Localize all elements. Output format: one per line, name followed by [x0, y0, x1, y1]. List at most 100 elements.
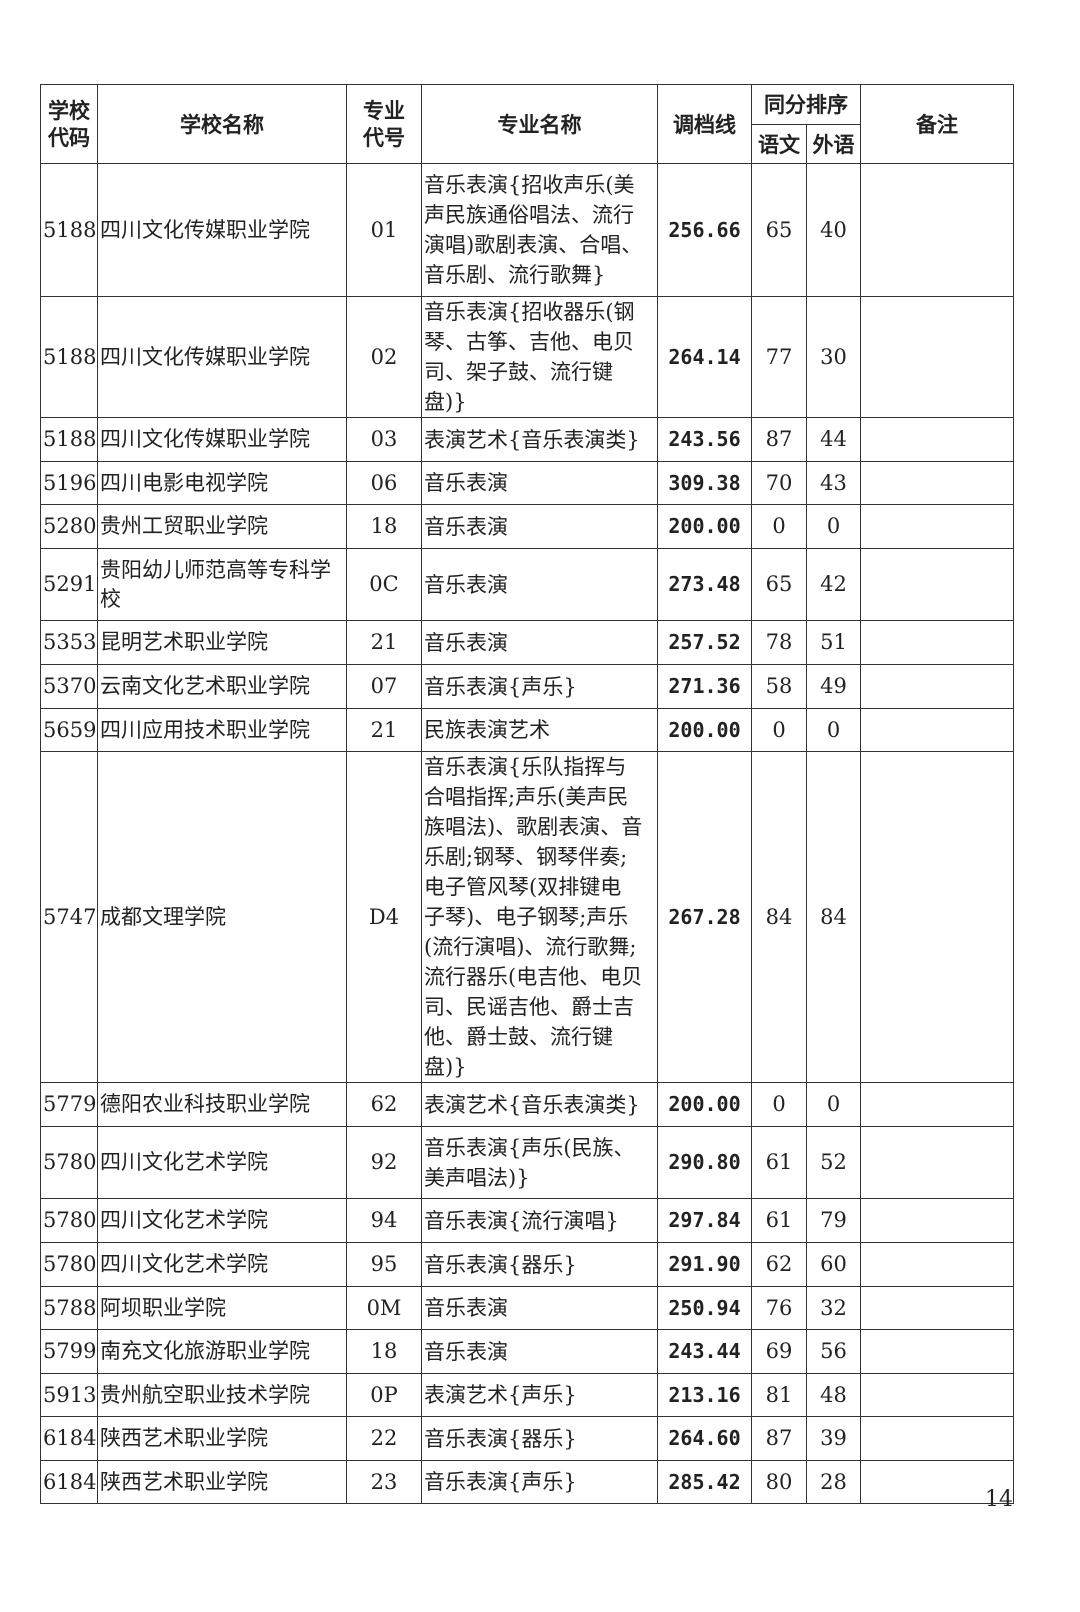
- major-code-cell: 06: [346, 461, 422, 505]
- table-row: 5188 四川文化传媒职业学院 03 表演艺术{音乐表演类} 243.56 87 44: [40, 417, 1014, 462]
- school-name-cell: 陕西艺术职业学院: [97, 1416, 347, 1461]
- foreign-rank-cell: 0: [806, 708, 861, 752]
- major-code-cell: 95: [346, 1242, 422, 1287]
- school-code-cell: 5780: [40, 1126, 98, 1199]
- cutoff-cell: 264.14: [657, 296, 752, 418]
- remark-cell: [860, 1082, 1014, 1127]
- school-name-cell: 德阳农业科技职业学院: [97, 1082, 347, 1127]
- chinese-rank-cell: 69: [751, 1329, 807, 1374]
- remark-cell: [860, 751, 1014, 1083]
- remark-cell: [860, 461, 1014, 505]
- major-code-cell: 21: [346, 708, 422, 752]
- major-code-cell: 07: [346, 664, 422, 709]
- page-number: 14: [985, 1487, 1013, 1512]
- major-name-cell: 音乐表演{招收声乐(美 声民族通俗唱法、流行 演唱)歌剧表演、合唱、 音乐剧、流…: [421, 163, 658, 297]
- remark-cell: [860, 1373, 1014, 1417]
- school-code-cell: 5370: [40, 664, 98, 709]
- major-name-cell: 表演艺术{声乐}: [421, 1373, 658, 1417]
- admission-table: 学校 代码 学校名称 专业 代号 专业名称 调档线 同分排序 备注 语文 外语 …: [40, 84, 1014, 1504]
- chinese-rank-cell: 58: [751, 664, 807, 709]
- table-row: 5280 贵州工贸职业学院 18 音乐表演 200.00 0 0: [40, 504, 1014, 549]
- cutoff-cell: 257.52: [657, 620, 752, 665]
- major-name-cell: 音乐表演: [421, 620, 658, 665]
- chinese-rank-cell: 61: [751, 1198, 807, 1243]
- table-row: 5780 四川文化艺术学院 92 音乐表演{声乐(民族、 美声唱法)} 290.80 61…: [40, 1126, 1014, 1199]
- table-row: 5196 四川电影电视学院 06 音乐表演 309.38 70 43: [40, 461, 1014, 505]
- school-code-cell: 5291: [40, 548, 98, 621]
- school-name-cell: 云南文化艺术职业学院: [97, 664, 347, 709]
- cutoff-cell: 297.84: [657, 1198, 752, 1243]
- chinese-rank-cell: 65: [751, 548, 807, 621]
- foreign-rank-cell: 40: [806, 163, 861, 297]
- major-code-cell: 18: [346, 1329, 422, 1374]
- school-name-cell: 四川文化艺术学院: [97, 1126, 347, 1199]
- cutoff-cell: 200.00: [657, 504, 752, 549]
- major-name-cell: 表演艺术{音乐表演类}: [421, 1082, 658, 1127]
- school-name-cell: 四川应用技术职业学院: [97, 708, 347, 752]
- table-row: 5659 四川应用技术职业学院 21 民族表演艺术 200.00 0 0: [40, 708, 1014, 752]
- foreign-rank-cell: 32: [806, 1286, 861, 1330]
- remark-cell: [860, 548, 1014, 621]
- remark-cell: [860, 1460, 1014, 1504]
- major-code-cell: D4: [346, 751, 422, 1083]
- foreign-rank-cell: 30: [806, 296, 861, 418]
- major-name-cell: 民族表演艺术: [421, 708, 658, 752]
- table-row: 5747 成都文理学院 D4 音乐表演{乐队指挥与 合唱指挥;声乐(美声民 族唱法)、…: [40, 751, 1014, 1083]
- major-code-cell: 0P: [346, 1373, 422, 1417]
- remark-cell: [860, 504, 1014, 549]
- major-name-cell: 音乐表演: [421, 504, 658, 549]
- remark-cell: [860, 163, 1014, 297]
- cutoff-cell: 264.60: [657, 1416, 752, 1461]
- major-name-cell: 音乐表演{流行演唱}: [421, 1198, 658, 1243]
- foreign-rank-cell: 42: [806, 548, 861, 621]
- school-name-cell: 阿坝职业学院: [97, 1286, 347, 1330]
- remark-cell: [860, 1416, 1014, 1461]
- school-name-cell: 陕西艺术职业学院: [97, 1460, 347, 1504]
- foreign-rank-cell: 49: [806, 664, 861, 709]
- major-code-cell: 02: [346, 296, 422, 418]
- major-code-cell: 0C: [346, 548, 422, 621]
- school-name-cell: 四川电影电视学院: [97, 461, 347, 505]
- foreign-rank-cell: 56: [806, 1329, 861, 1374]
- school-code-cell: 5747: [40, 751, 98, 1083]
- remark-cell: [860, 1126, 1014, 1199]
- foreign-rank-cell: 48: [806, 1373, 861, 1417]
- foreign-rank-cell: 39: [806, 1416, 861, 1461]
- school-code-cell: 5788: [40, 1286, 98, 1330]
- cutoff-cell: 285.42: [657, 1460, 752, 1504]
- school-code-cell: 5196: [40, 461, 98, 505]
- chinese-rank-cell: 65: [751, 163, 807, 297]
- chinese-rank-cell: 81: [751, 1373, 807, 1417]
- school-code-cell: 5353: [40, 620, 98, 665]
- major-name-cell: 音乐表演{声乐(民族、 美声唱法)}: [421, 1126, 658, 1199]
- major-code-cell: 94: [346, 1198, 422, 1243]
- major-name-cell: 音乐表演{乐队指挥与 合唱指挥;声乐(美声民 族唱法)、歌剧表演、音 乐剧;钢琴…: [421, 751, 658, 1083]
- table-row: 5291 贵阳幼儿师范高等专科学校 0C 音乐表演 273.48 65 42: [40, 548, 1014, 621]
- foreign-rank-cell: 52: [806, 1126, 861, 1199]
- school-name-cell: 贵州航空职业技术学院: [97, 1373, 347, 1417]
- school-code-cell: 5188: [40, 417, 98, 462]
- school-code-cell: 5799: [40, 1329, 98, 1374]
- major-name-cell: 音乐表演: [421, 1329, 658, 1374]
- header-cutoff: 调档线: [657, 84, 752, 164]
- school-name-cell: 南充文化旅游职业学院: [97, 1329, 347, 1374]
- cutoff-cell: 309.38: [657, 461, 752, 505]
- chinese-rank-cell: 80: [751, 1460, 807, 1504]
- school-name-cell: 贵阳幼儿师范高等专科学校: [97, 548, 347, 621]
- major-code-cell: 23: [346, 1460, 422, 1504]
- table-row: 6184 陕西艺术职业学院 22 音乐表演{器乐} 264.60 87 39: [40, 1416, 1014, 1461]
- foreign-rank-cell: 60: [806, 1242, 861, 1287]
- major-code-cell: 03: [346, 417, 422, 462]
- school-name-cell: 四川文化传媒职业学院: [97, 296, 347, 418]
- header-school-name: 学校名称: [97, 84, 347, 164]
- cutoff-cell: 291.90: [657, 1242, 752, 1287]
- cutoff-cell: 200.00: [657, 708, 752, 752]
- major-name-cell: 音乐表演{声乐}: [421, 664, 658, 709]
- school-name-cell: 四川文化艺术学院: [97, 1242, 347, 1287]
- table-row: 5788 阿坝职业学院 0M 音乐表演 250.94 76 32: [40, 1286, 1014, 1330]
- chinese-rank-cell: 78: [751, 620, 807, 665]
- table-row: 5370 云南文化艺术职业学院 07 音乐表演{声乐} 271.36 58 49: [40, 664, 1014, 709]
- header-major-code: 专业 代号: [346, 84, 422, 164]
- header-foreign: 外语: [806, 124, 861, 164]
- table-row: 6184 陕西艺术职业学院 23 音乐表演{声乐} 285.42 80 28: [40, 1460, 1014, 1504]
